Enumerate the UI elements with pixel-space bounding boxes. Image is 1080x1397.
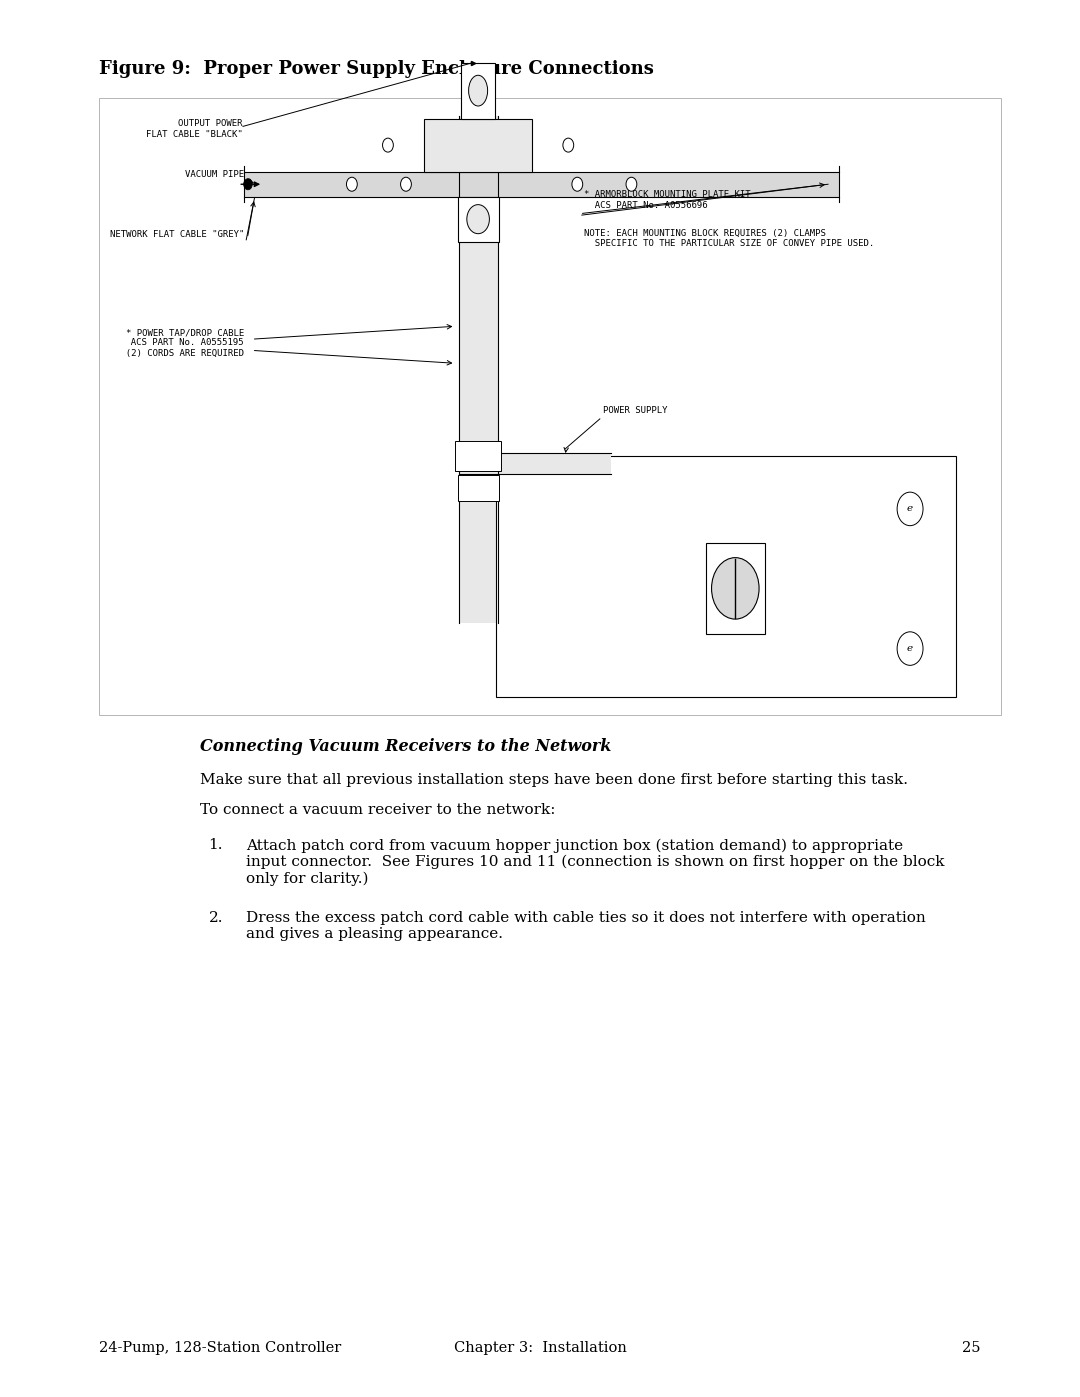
Bar xyxy=(496,455,956,697)
Text: 1.: 1. xyxy=(208,838,222,852)
Text: Attach patch cord from vacuum hopper junction box (station demand) to appropriat: Attach patch cord from vacuum hopper jun… xyxy=(246,838,945,886)
Text: e: e xyxy=(907,504,914,514)
Bar xyxy=(459,116,498,623)
Text: VACUUM PIPE: VACUUM PIPE xyxy=(185,169,244,179)
Text: 2.: 2. xyxy=(208,911,222,925)
Text: * POWER TAP/DROP CABLE
  ACS PART No. A0555195
  (2) CORDS ARE REQUIRED: * POWER TAP/DROP CABLE ACS PART No. A055… xyxy=(116,328,244,358)
Bar xyxy=(99,98,1001,715)
Circle shape xyxy=(401,177,411,191)
Circle shape xyxy=(712,557,759,619)
Bar xyxy=(458,197,499,242)
Text: Chapter 3:  Installation: Chapter 3: Installation xyxy=(454,1341,626,1355)
Circle shape xyxy=(382,138,393,152)
Text: OUTPUT POWER
FLAT CABLE "BLACK": OUTPUT POWER FLAT CABLE "BLACK" xyxy=(146,119,243,138)
Bar xyxy=(459,453,611,474)
Circle shape xyxy=(572,177,583,191)
Ellipse shape xyxy=(469,75,488,106)
Bar xyxy=(456,440,501,471)
Circle shape xyxy=(897,631,923,665)
Text: Make sure that all previous installation steps have been done first before start: Make sure that all previous installation… xyxy=(200,773,908,787)
Bar xyxy=(424,119,532,172)
Circle shape xyxy=(626,177,637,191)
Text: Dress the excess patch cord cable with cable ties so it does not interfere with : Dress the excess patch cord cable with c… xyxy=(246,911,926,942)
Bar xyxy=(458,475,499,500)
Text: NETWORK FLAT CABLE "GREY": NETWORK FLAT CABLE "GREY" xyxy=(110,229,244,239)
Circle shape xyxy=(347,177,357,191)
Text: 25: 25 xyxy=(962,1341,981,1355)
Text: POWER SUPPLY: POWER SUPPLY xyxy=(603,405,667,415)
Text: NOTE: EACH MOUNTING BLOCK REQUIRES (2) CLAMPS
  SPECIFIC TO THE PARTICULAR SIZE : NOTE: EACH MOUNTING BLOCK REQUIRES (2) C… xyxy=(584,229,874,249)
Text: To connect a vacuum receiver to the network:: To connect a vacuum receiver to the netw… xyxy=(200,803,555,817)
Circle shape xyxy=(563,138,573,152)
Ellipse shape xyxy=(467,204,489,233)
Text: Figure 9:  Proper Power Supply Enclosure Connections: Figure 9: Proper Power Supply Enclosure … xyxy=(99,60,654,78)
Text: * ARMORBLOCK MOUNTING PLATE KIT
  ACS PART No. A0556696: * ARMORBLOCK MOUNTING PLATE KIT ACS PART… xyxy=(584,190,751,210)
Bar xyxy=(244,172,839,197)
Circle shape xyxy=(897,492,923,525)
Text: Connecting Vacuum Receivers to the Network: Connecting Vacuum Receivers to the Netwo… xyxy=(200,738,611,754)
Text: e: e xyxy=(907,644,914,652)
Circle shape xyxy=(244,179,253,190)
Bar xyxy=(461,63,496,119)
Bar xyxy=(705,543,765,634)
Text: 24-Pump, 128-Station Controller: 24-Pump, 128-Station Controller xyxy=(99,1341,341,1355)
